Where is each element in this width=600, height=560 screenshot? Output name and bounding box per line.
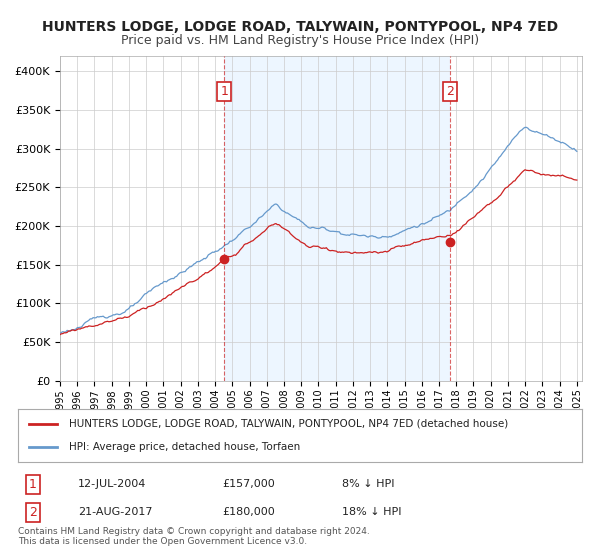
- Text: 1: 1: [220, 85, 228, 98]
- Text: £180,000: £180,000: [222, 507, 275, 517]
- Text: Contains HM Land Registry data © Crown copyright and database right 2024.
This d: Contains HM Land Registry data © Crown c…: [18, 526, 370, 546]
- Text: 21-AUG-2017: 21-AUG-2017: [78, 507, 152, 517]
- Text: HUNTERS LODGE, LODGE ROAD, TALYWAIN, PONTYPOOL, NP4 7ED (detached house): HUNTERS LODGE, LODGE ROAD, TALYWAIN, PON…: [69, 419, 508, 429]
- Text: 2: 2: [29, 506, 37, 519]
- Text: 12-JUL-2004: 12-JUL-2004: [78, 479, 146, 489]
- Text: £157,000: £157,000: [222, 479, 275, 489]
- Text: 8% ↓ HPI: 8% ↓ HPI: [342, 479, 395, 489]
- Text: HPI: Average price, detached house, Torfaen: HPI: Average price, detached house, Torf…: [69, 442, 300, 452]
- Text: 1: 1: [29, 478, 37, 491]
- Text: 2: 2: [446, 85, 454, 98]
- Text: 18% ↓ HPI: 18% ↓ HPI: [342, 507, 401, 517]
- Text: HUNTERS LODGE, LODGE ROAD, TALYWAIN, PONTYPOOL, NP4 7ED: HUNTERS LODGE, LODGE ROAD, TALYWAIN, PON…: [42, 20, 558, 34]
- Bar: [224, 56, 450, 381]
- Text: Price paid vs. HM Land Registry's House Price Index (HPI): Price paid vs. HM Land Registry's House …: [121, 34, 479, 46]
